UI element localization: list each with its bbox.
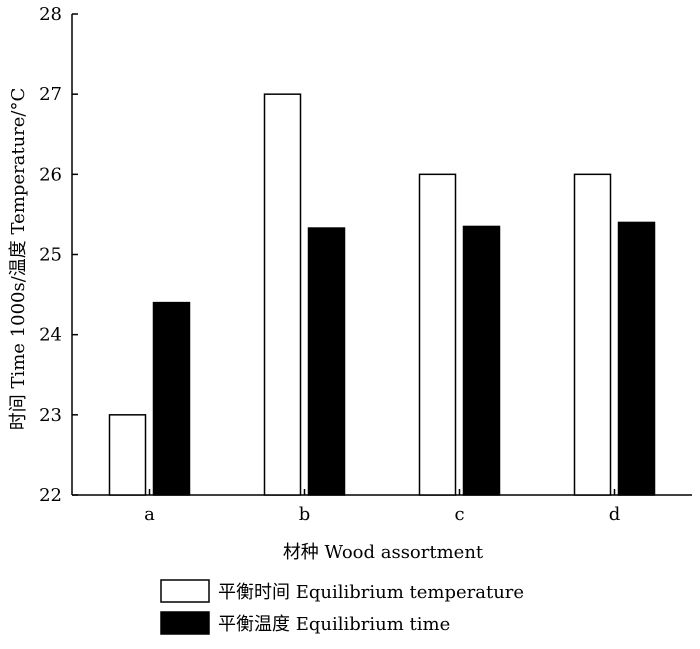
y-tick-label: 25 [39,245,62,266]
y-tick-label: 27 [39,84,62,105]
y-tick-label: 23 [39,405,62,426]
x-tick-label-a: a [144,504,155,525]
x-tick-label-d: d [609,504,621,525]
y-tick-label: 26 [39,164,62,185]
bar-equilibrium-time-d [617,221,656,496]
bars [108,93,656,496]
bar-equilibrium-time-a [152,301,191,496]
legend-label-equilibrium-temperature: 平衡时间 Equilibrium temperature [218,582,524,603]
bar-equilibrium-temperature-a [108,414,147,496]
bar-equilibrium-temperature-b [263,93,302,496]
legend-swatch-equilibrium-time [160,611,210,635]
bar-equilibrium-time-b [307,227,346,496]
x-tick-label-c: c [454,504,464,525]
legend: 平衡时间 Equilibrium temperature 平衡温度 Equili… [160,579,524,635]
y-axis-label: 时间 Time 1000s/温度 Temperature/°C [8,88,29,431]
bar-equilibrium-temperature-c [418,173,457,496]
legend-swatch-equilibrium-temperature [160,579,210,603]
tick-labels: 22 23 24 25 26 27 28 a b c d [39,4,620,525]
y-tick-label: 22 [39,485,62,506]
legend-label-equilibrium-time: 平衡温度 Equilibrium time [218,614,450,635]
x-axis-label: 材种 Wood assortment [283,542,484,563]
bar-equilibrium-temperature-d [573,173,612,496]
y-tick-label: 24 [39,325,62,346]
x-tick-label-b: b [299,504,311,525]
y-tick-label: 28 [39,4,62,25]
bar-equilibrium-time-c [462,225,501,496]
